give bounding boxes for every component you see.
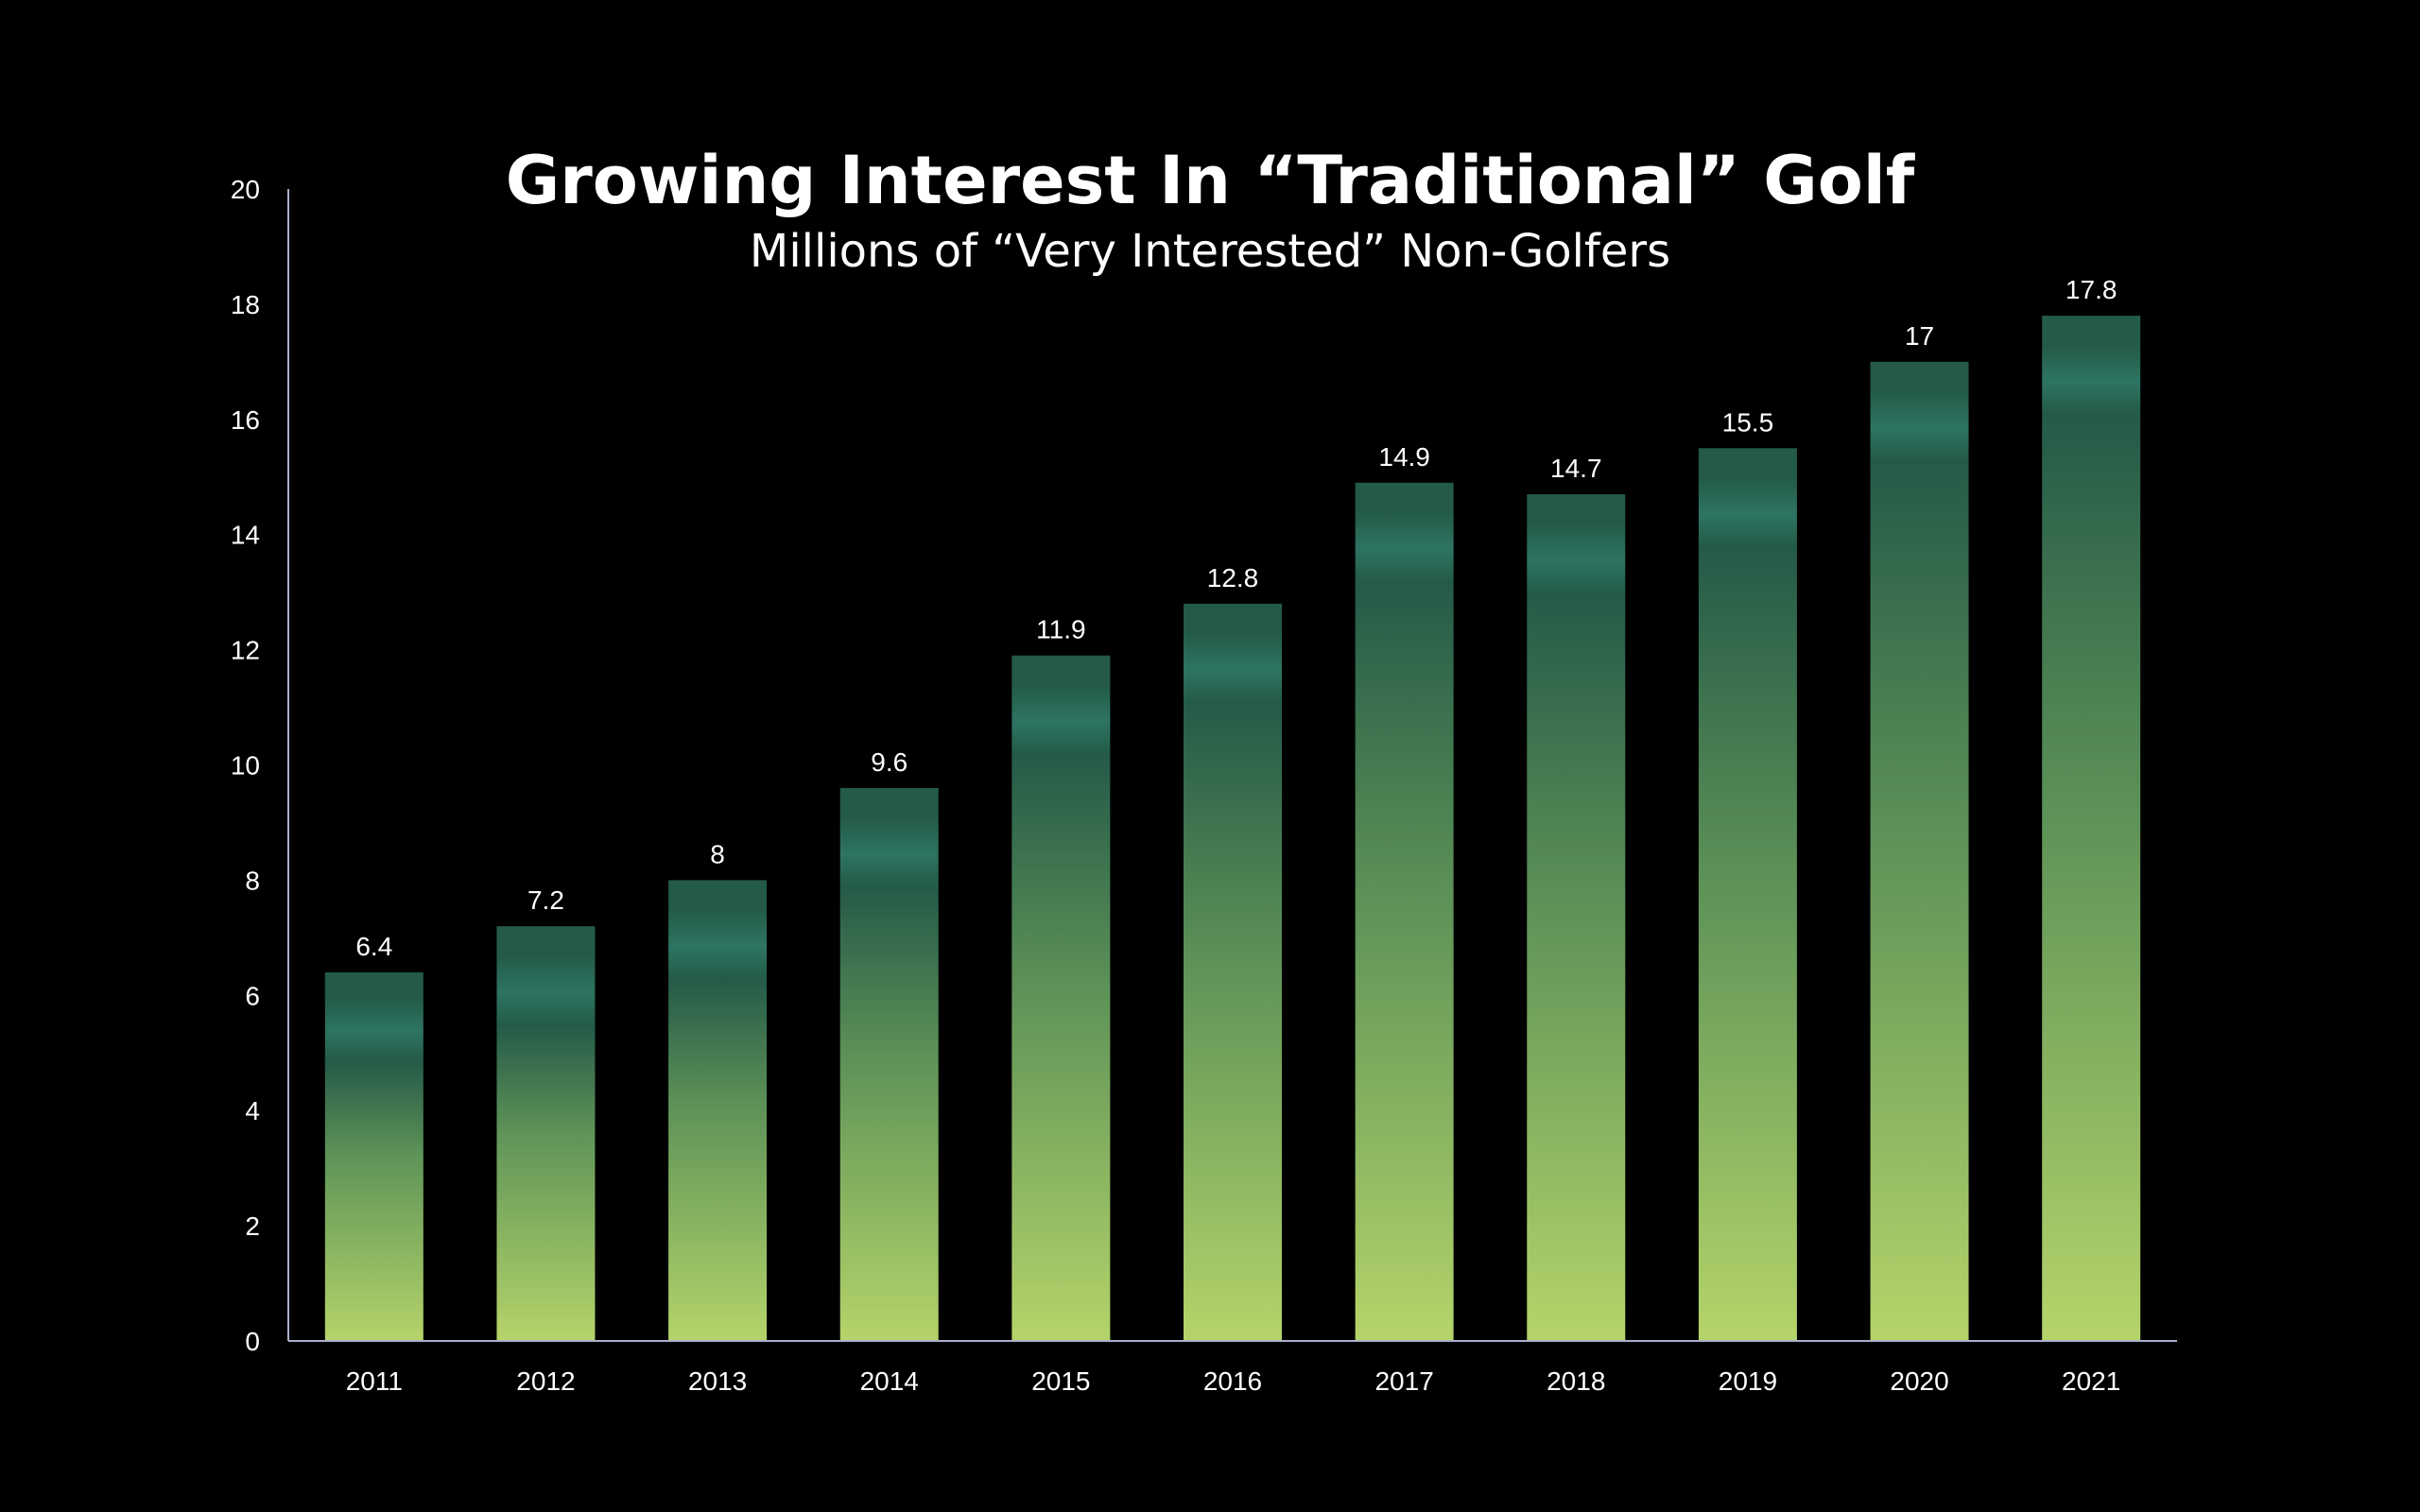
y-tick-label-8: 8	[245, 866, 260, 895]
data-label-2014: 9.6	[871, 747, 908, 777]
x-tick-label-2012: 2012	[516, 1366, 575, 1396]
labels-layer: 6.420117.22012820139.6201411.9201512.820…	[231, 175, 2120, 1396]
bar-2014	[839, 787, 939, 1341]
bar-2011	[324, 971, 424, 1341]
data-label-2013: 8	[710, 839, 725, 868]
bar-2019	[1698, 448, 1797, 1341]
bar-2018	[1527, 494, 1626, 1341]
x-tick-label-2019: 2019	[1719, 1366, 1777, 1396]
data-label-2018: 14.7	[1550, 454, 1602, 483]
x-tick-label-2021: 2021	[2062, 1366, 2120, 1396]
y-tick-label-4: 4	[245, 1096, 260, 1125]
x-tick-label-2016: 2016	[1203, 1366, 1262, 1396]
data-label-2015: 11.9	[1036, 615, 1085, 644]
y-tick-label-10: 10	[231, 751, 260, 781]
x-tick-label-2018: 2018	[1547, 1366, 1605, 1396]
data-label-2017: 14.9	[1378, 442, 1430, 472]
chart-subtitle: Millions of “Very Interested” Non-Golfer…	[750, 225, 1670, 278]
y-tick-label-12: 12	[231, 636, 260, 665]
bar-2021	[2042, 316, 2141, 1342]
axes-layer	[287, 189, 2177, 1342]
bar-2020	[1870, 361, 1969, 1342]
bar-2013	[668, 880, 768, 1341]
bar-2015	[1011, 655, 1111, 1341]
x-tick-label-2013: 2013	[688, 1366, 747, 1396]
data-label-2020: 17	[1905, 321, 1934, 351]
data-label-2021: 17.8	[2066, 275, 2118, 304]
data-label-2019: 15.5	[1722, 407, 1774, 437]
y-tick-label-6: 6	[245, 981, 260, 1010]
y-tick-label-18: 18	[231, 290, 260, 319]
y-tick-label-16: 16	[231, 405, 260, 435]
x-tick-label-2014: 2014	[860, 1366, 919, 1396]
x-tick-label-2015: 2015	[1031, 1366, 1090, 1396]
x-tick-label-2020: 2020	[1890, 1366, 1948, 1396]
y-tick-label-2: 2	[245, 1211, 260, 1241]
data-label-2011: 6.4	[355, 932, 392, 961]
y-tick-label-0: 0	[245, 1327, 260, 1356]
data-label-2012: 7.2	[527, 885, 564, 915]
x-tick-label-2011: 2011	[346, 1366, 403, 1396]
bars-layer	[324, 316, 2141, 1342]
x-tick-label-2017: 2017	[1374, 1366, 1433, 1396]
chart-title: Growing Interest In “Traditional” Golf	[506, 142, 1916, 219]
data-label-2016: 12.8	[1207, 563, 1259, 593]
y-tick-label-20: 20	[231, 175, 260, 204]
bar-2016	[1184, 603, 1282, 1341]
y-tick-label-14: 14	[231, 521, 260, 550]
bar-2012	[496, 926, 596, 1341]
bar-2017	[1355, 482, 1454, 1342]
